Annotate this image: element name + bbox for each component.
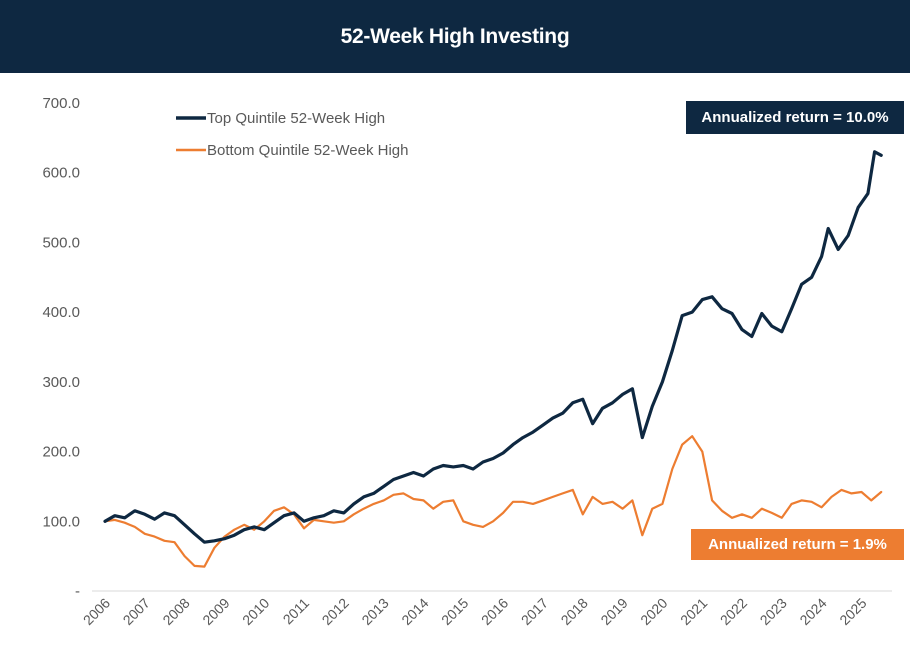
x-tick-label: 2018 xyxy=(558,595,591,628)
x-tick-label: 2007 xyxy=(120,595,153,628)
x-tick-label: 2025 xyxy=(836,595,869,628)
chart-title: 52-Week High Investing xyxy=(340,24,570,48)
x-tick-label: 2009 xyxy=(199,595,232,628)
x-tick-label: 2016 xyxy=(478,595,511,628)
y-axis-ticks: - 100.0 200.0 300.0 400.0 500.0 600.0 700.0 xyxy=(42,95,80,600)
x-tick-label: 2013 xyxy=(358,595,391,628)
x-tick-label: 2017 xyxy=(518,595,551,628)
series-line-bottom-quintile xyxy=(103,435,883,568)
legend-label-bottom: Bottom Quintile 52-Week High xyxy=(207,142,408,159)
y-tick-label: 500.0 xyxy=(42,234,80,251)
y-tick-label: 200.0 xyxy=(42,444,80,461)
legend: Top Quintile 52-Week High Bottom Quintil… xyxy=(176,110,408,159)
series-line-top-quintile xyxy=(103,150,883,544)
annotation-top-return: Annualized return = 10.0% xyxy=(686,101,904,134)
x-tick-label: 2020 xyxy=(637,595,670,628)
x-tick-label: 2011 xyxy=(280,595,313,628)
chart-header: 52-Week High Investing xyxy=(0,0,910,73)
x-tick-label: 2019 xyxy=(597,595,630,628)
y-tick-label: 100.0 xyxy=(42,513,80,530)
y-tick-label: 300.0 xyxy=(42,374,80,391)
x-tick-label: 2006 xyxy=(80,595,113,628)
x-tick-label: 2014 xyxy=(398,595,431,628)
x-tick-label: 2022 xyxy=(717,595,750,628)
x-tick-label: 2008 xyxy=(159,595,192,628)
x-tick-label: 2015 xyxy=(438,595,471,628)
y-tick-label: 600.0 xyxy=(42,165,80,182)
x-tick-label: 2012 xyxy=(319,595,352,628)
y-tick-label: 700.0 xyxy=(42,95,80,112)
x-tick-label: 2021 xyxy=(677,595,710,628)
legend-label-top: Top Quintile 52-Week High xyxy=(207,110,385,127)
x-tick-label: 2024 xyxy=(796,595,829,628)
y-tick-label: 400.0 xyxy=(42,304,80,321)
y-tick-label: - xyxy=(75,583,80,600)
series-lines xyxy=(103,150,883,568)
x-axis-ticks: 2006 2007 2008 2009 2010 2011 2012 2013 2014 2015… xyxy=(80,595,870,628)
x-tick-label: 2023 xyxy=(757,595,790,628)
annotation-bottom-return: Annualized return = 1.9% xyxy=(691,529,904,560)
x-tick-label: 2010 xyxy=(239,595,272,628)
